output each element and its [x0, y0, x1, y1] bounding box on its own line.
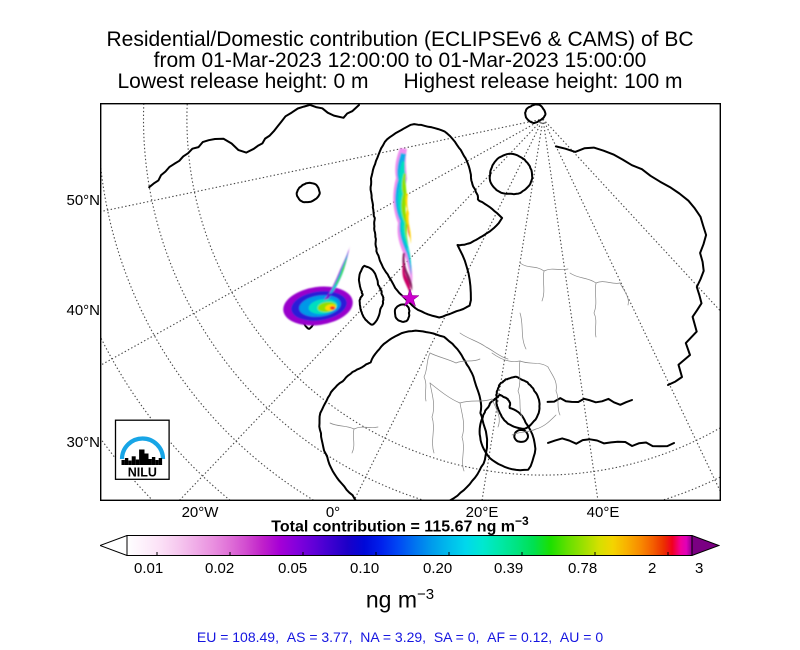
svg-text:NILU: NILU [128, 466, 157, 480]
